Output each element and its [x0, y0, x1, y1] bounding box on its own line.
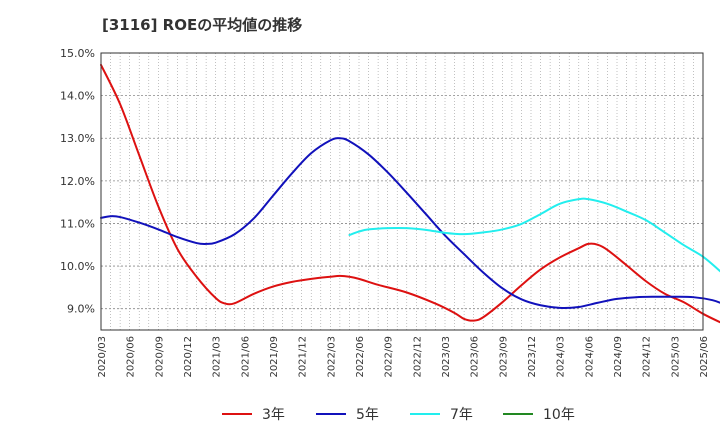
- x-tick-label: 2025/06: [699, 336, 710, 378]
- x-tick-label: 2021/12: [298, 336, 309, 378]
- legend-label: 7年: [450, 407, 473, 423]
- x-tick-label: 2024/09: [613, 336, 624, 378]
- legend-label: 10年: [543, 407, 575, 423]
- x-tick-label: 2021/09: [269, 336, 280, 378]
- y-tick-label: 13.0%: [60, 132, 95, 145]
- x-tick-label: 2024/12: [642, 336, 653, 378]
- x-tick-label: 2020/12: [183, 336, 194, 378]
- x-tick-label: 2023/09: [498, 336, 509, 378]
- x-tick-label: 2023/12: [527, 336, 538, 378]
- y-tick-label: 9.0%: [67, 303, 95, 316]
- plot-background: [101, 53, 703, 330]
- x-tick-label: 2023/03: [441, 336, 452, 378]
- x-tick-label: 2020/03: [97, 336, 108, 378]
- x-tick-label: 2025/03: [670, 336, 681, 378]
- x-tick-label: 2020/09: [154, 336, 165, 378]
- x-tick-label: 2022/03: [326, 336, 337, 378]
- legend: 3年 5年 7年 10年: [222, 407, 575, 423]
- x-tick-label: 2021/06: [240, 336, 251, 378]
- x-tick-label: 2022/09: [384, 336, 395, 378]
- y-tick-label: 12.0%: [60, 175, 95, 188]
- y-axis-ticks: 9.0% 10.0% 11.0% 12.0% 13.0% 14.0% 15.0%: [60, 47, 95, 316]
- x-tick-label: 2022/12: [412, 336, 423, 378]
- x-tick-label: 2020/06: [126, 336, 137, 378]
- x-tick-label: 2021/03: [212, 336, 223, 378]
- y-tick-label: 15.0%: [60, 47, 95, 60]
- y-tick-label: 14.0%: [60, 90, 95, 103]
- x-tick-label: 2024/06: [584, 336, 595, 378]
- x-tick-label: 2022/06: [355, 336, 366, 378]
- y-tick-label: 11.0%: [60, 217, 95, 230]
- legend-label: 3年: [262, 407, 285, 423]
- x-tick-label: 2024/03: [556, 336, 567, 378]
- chart-area: 9.0% 10.0% 11.0% 12.0% 13.0% 14.0% 15.0% 2020/…: [0, 0, 720, 440]
- y-tick-label: 10.0%: [60, 260, 95, 273]
- x-tick-label: 2023/06: [470, 336, 481, 378]
- x-axis-ticks: 2020/03 2020/06 2020/09 2020/12 2021/03 2021/…: [97, 336, 710, 378]
- legend-label: 5年: [356, 407, 379, 423]
